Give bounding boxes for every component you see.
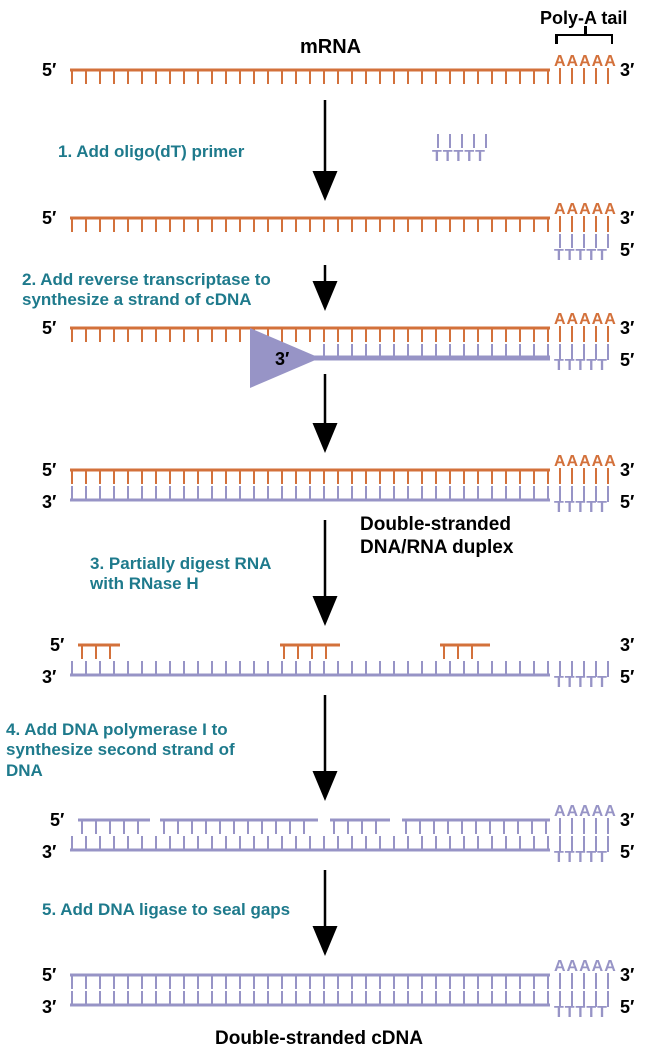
r6-3p: 3′	[620, 810, 634, 831]
row1	[70, 68, 608, 84]
r4-3p: 3′	[620, 460, 634, 481]
r6-5p: 5′	[50, 810, 64, 831]
step1: 1. Add oligo(dT) primer	[58, 142, 244, 162]
r4-polyA: AAAAA	[554, 453, 617, 471]
r3-5p: 5′	[42, 318, 56, 339]
r7-3p: 3′	[620, 965, 634, 986]
r7-T: TTTTT	[554, 1004, 608, 1022]
r6-T: TTTTT	[554, 849, 608, 867]
r7-5pb: 5′	[620, 997, 634, 1018]
row5	[70, 645, 608, 677]
r6-A: AAAAA	[554, 803, 617, 821]
r6-5pb: 5′	[620, 842, 634, 863]
r2-5pb: 5′	[620, 240, 634, 261]
r1-3p: 3′	[620, 60, 634, 81]
r1-polyA: AAAAA	[554, 53, 617, 71]
cdna-synthesis-diagram: { "title_mrna": "mRNA", "title_polyA": "…	[0, 0, 667, 1056]
r5-5p: 5′	[50, 635, 64, 656]
r5-5pb: 5′	[620, 667, 634, 688]
r3-polyA: AAAAA	[554, 311, 617, 329]
r6-3pb: 3′	[42, 842, 56, 863]
r3-3pb: 3′	[275, 349, 289, 370]
r2-polyA: AAAAA	[554, 201, 617, 219]
r4-5pb: 5′	[620, 492, 634, 513]
step3: 3. Partially digest RNA with RNase H	[90, 554, 271, 595]
title-final: Double-stranded cDNA	[215, 1028, 423, 1050]
row2	[70, 216, 608, 248]
floating-primer	[438, 134, 486, 148]
r1-5p: 5′	[42, 60, 56, 81]
primer-float: TTTTT	[432, 148, 486, 166]
r7-3pb: 3′	[42, 997, 56, 1018]
r5-3p: 3′	[620, 635, 634, 656]
step2: 2. Add reverse transcriptase to synthesi…	[22, 270, 271, 311]
r3-5pb: 5′	[620, 350, 634, 371]
r7-A: AAAAA	[554, 958, 617, 976]
r2-5p: 5′	[42, 208, 56, 229]
r4-T: TTTTT	[554, 499, 608, 517]
row3	[70, 326, 608, 360]
row6	[70, 818, 608, 852]
r2-3p: 3′	[620, 208, 634, 229]
row7	[70, 973, 608, 1007]
r3-T: TTTTT	[554, 357, 608, 375]
row4	[70, 468, 608, 502]
r3-3p: 3′	[620, 318, 634, 339]
step4: 4. Add DNA polymerase I to synthesize se…	[6, 720, 235, 781]
r5-3pb: 3′	[42, 667, 56, 688]
r7-5p: 5′	[42, 965, 56, 986]
r4-3pb: 3′	[42, 492, 56, 513]
r4-5p: 5′	[42, 460, 56, 481]
title-duplex: Double-stranded DNA/RNA duplex	[360, 514, 513, 560]
step5: 5. Add DNA ligase to seal gaps	[42, 900, 290, 920]
r2-T: TTTTT	[554, 247, 608, 265]
r5-T: TTTTT	[554, 674, 608, 692]
